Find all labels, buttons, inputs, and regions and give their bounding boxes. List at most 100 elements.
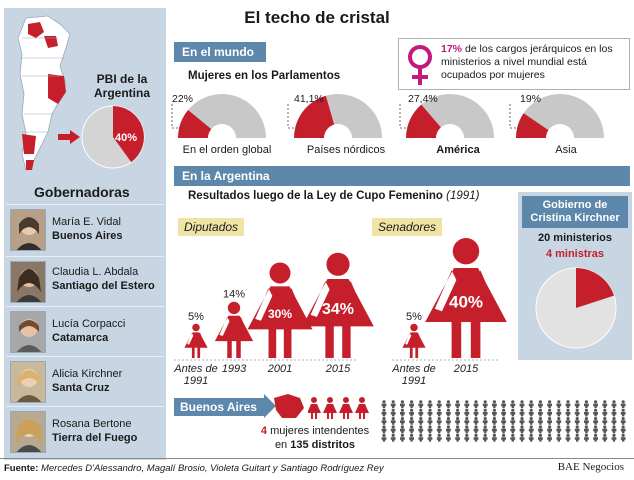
- district-icon: [446, 433, 451, 442]
- district-icon: [473, 408, 479, 417]
- woman-figure-body: [302, 279, 374, 358]
- pbi-pie-slice: [113, 106, 144, 163]
- district-icon: [427, 417, 433, 425]
- district-icon: [436, 433, 442, 442]
- footer-divider: [0, 458, 634, 459]
- woman-figure-body: [402, 332, 426, 358]
- district-icon: [464, 416, 470, 425]
- district-icon: [473, 425, 479, 434]
- district-icon: [538, 425, 543, 434]
- district-icon: [381, 408, 387, 417]
- argentina-subtitle: Resultados luego de la Ley de Cupo Femen…: [188, 190, 480, 202]
- woman-intendente-icon: [308, 397, 321, 419]
- woman-figure-body: [425, 268, 507, 358]
- district-icon: [390, 417, 396, 425]
- district-icon: [574, 400, 580, 408]
- women-intendentes-icons: [308, 397, 369, 419]
- district-icon: [446, 425, 451, 434]
- district-icon: [427, 425, 433, 434]
- district-icon: [620, 417, 626, 425]
- woman-figure-head: [452, 238, 480, 265]
- district-icon: [501, 408, 506, 417]
- argentina-header: En la Argentina: [174, 166, 630, 186]
- figure-year-label: Antes de: [173, 363, 217, 375]
- figure-year-label: 1991: [184, 375, 208, 387]
- district-icon: [547, 417, 552, 425]
- district-icon: [528, 400, 534, 408]
- district-icon: [565, 433, 571, 442]
- district-icon: [593, 417, 598, 425]
- governor-photo: [10, 209, 46, 251]
- district-icon: [593, 400, 598, 408]
- district-icon: [482, 400, 488, 408]
- district-icon: [620, 400, 626, 408]
- map-region-highlight: [44, 36, 58, 48]
- gov-ck-women: 4 ministras: [545, 248, 605, 260]
- ba-label: Buenos Aires: [174, 398, 266, 416]
- district-icon: [390, 408, 396, 417]
- district-icon: [538, 417, 543, 425]
- district-icon: [464, 408, 470, 417]
- woman-intendente-icon: [323, 397, 337, 419]
- ministries-text: de los cargos jerárquicos en los ministe…: [441, 43, 613, 81]
- district-icon: [611, 417, 617, 425]
- woman-figure: 14% 1993: [214, 289, 254, 375]
- district-icon: [381, 400, 387, 408]
- district-icon: [501, 433, 506, 442]
- figure-year-label: 2015: [325, 363, 351, 375]
- district-icon: [519, 433, 525, 442]
- gov-ck-title: Gobierno de Cristina Kirchner: [522, 196, 628, 228]
- district-icon: [574, 425, 580, 434]
- figure-year-label: 1991: [402, 375, 426, 387]
- gauge-leader: [509, 104, 526, 129]
- district-icon: [611, 400, 617, 408]
- district-icon: [492, 425, 497, 434]
- figure-pct-label: 5%: [188, 311, 204, 323]
- district-icon: [602, 400, 608, 408]
- district-icon: [381, 433, 387, 442]
- district-icon: [620, 408, 626, 417]
- gauge-label: En el orden global: [182, 144, 272, 156]
- district-icon: [409, 400, 414, 408]
- district-icon: [464, 400, 470, 408]
- district-icon: [510, 408, 516, 417]
- governor-item: Alicia Kirchner Santa Cruz: [6, 356, 164, 406]
- district-icon: [492, 408, 497, 417]
- district-icon: [602, 425, 608, 434]
- map-region-highlight: [26, 160, 34, 170]
- figure-pct-label: 5%: [406, 311, 422, 323]
- district-icon: [390, 425, 396, 434]
- governor-item: Rosana Bertone Tierra del Fuego: [6, 406, 164, 458]
- gauge-pct: 19%: [520, 93, 542, 105]
- district-icon: [556, 417, 562, 425]
- woman-figure: 40% 2015: [425, 238, 507, 375]
- map-region-highlight: [48, 74, 66, 104]
- woman-intendente-icon: [355, 397, 369, 419]
- district-icon: [436, 425, 442, 434]
- woman-figure-head: [269, 262, 291, 284]
- gauge-leader: [171, 104, 188, 129]
- district-icon: [418, 425, 424, 434]
- district-icon: [565, 400, 571, 408]
- gauge-hole: [546, 124, 574, 138]
- district-icon: [482, 425, 488, 434]
- governor-photo: [10, 361, 46, 403]
- district-icon: [556, 400, 562, 408]
- district-icon: [528, 425, 534, 434]
- district-icon: [400, 425, 405, 434]
- page-title: El techo de cristal: [244, 8, 390, 27]
- cupo-figures-chart: 5%Antes de199114%199330%200134%20155%Ant…: [173, 238, 507, 387]
- governors-list: María E. Vidal Buenos Aires Claudia L. A…: [6, 204, 164, 458]
- gauge-label: Países nórdicos: [306, 144, 386, 156]
- district-icon: [473, 433, 479, 442]
- district-icon: [492, 400, 497, 408]
- district-icon: [510, 417, 516, 425]
- district-icon: [556, 408, 562, 417]
- district-icon: [519, 400, 525, 408]
- district-icon: [528, 433, 534, 442]
- district-icon: [427, 400, 433, 408]
- district-icon: [418, 417, 424, 425]
- district-icon: [547, 408, 552, 417]
- figure-year-label: 2015: [453, 363, 479, 375]
